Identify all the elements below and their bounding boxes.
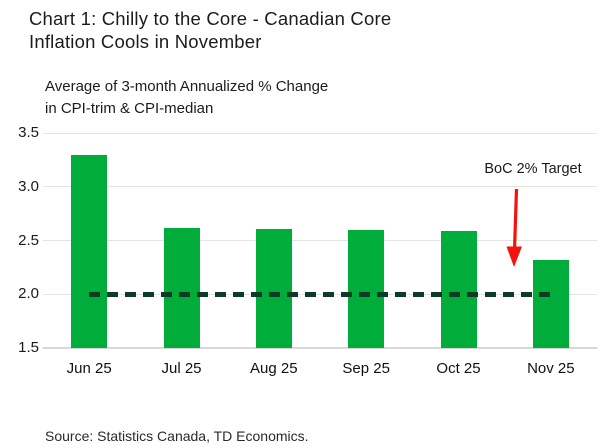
boc-target-line [89,291,551,297]
bar-aug-25 [255,228,292,348]
gridline-y-2.5 [43,240,597,241]
x-tick-label-nov-25: Nov 25 [527,360,575,377]
target-arrow-icon [506,188,522,267]
x-tick-label-sep-25: Sep 25 [342,360,390,377]
chart-subtitle: Average of 3-month Annualized % Change i… [45,76,328,119]
x-tick-label-jul-25: Jul 25 [161,360,202,377]
bar-nov-25 [532,259,569,348]
x-tick-label-aug-25: Aug 25 [250,360,298,377]
chart-title-line1: Chart 1: Chilly to the Core - Canadian C… [29,8,392,29]
bar-jun-25 [71,154,108,348]
y-tick-label-1.5: 1.5 [18,339,39,356]
y-tick-label-3.5: 3.5 [18,124,39,141]
source-note: Source: Statistics Canada, TD Economics. [45,428,309,444]
chart-title-line2: Inflation Cools in November [29,31,262,52]
bar-sep-25 [348,229,385,348]
chart-subtitle-line1: Average of 3-month Annualized % Change [45,78,329,95]
plot-area: 3.5 3.0 2.5 2.0 1.5 Jun 25 Jul 25 Aug 25 Sep 25 O… [18,124,597,377]
x-tick-label-jun-25: Jun 25 [66,360,112,377]
chart-title: Chart 1: Chilly to the Core - Canadian C… [29,7,391,53]
bar-jul-25 [163,227,200,348]
gridline-y-3.5 [43,132,597,134]
x-tick-label-oct-25: Oct 25 [436,360,481,377]
y-tick-label-2.0: 2.0 [18,285,39,303]
y-tick-label-2.5: 2.5 [18,231,39,249]
x-axis-line [43,347,597,349]
chart-subtitle-line2: in CPI-trim & CPI-median [45,99,214,117]
target-annotation-label: BoC 2% Target [484,161,582,177]
gridline-y-3.0 [43,186,597,188]
bar-oct-25 [440,230,477,348]
y-tick-label-3.0: 3.0 [18,177,39,195]
